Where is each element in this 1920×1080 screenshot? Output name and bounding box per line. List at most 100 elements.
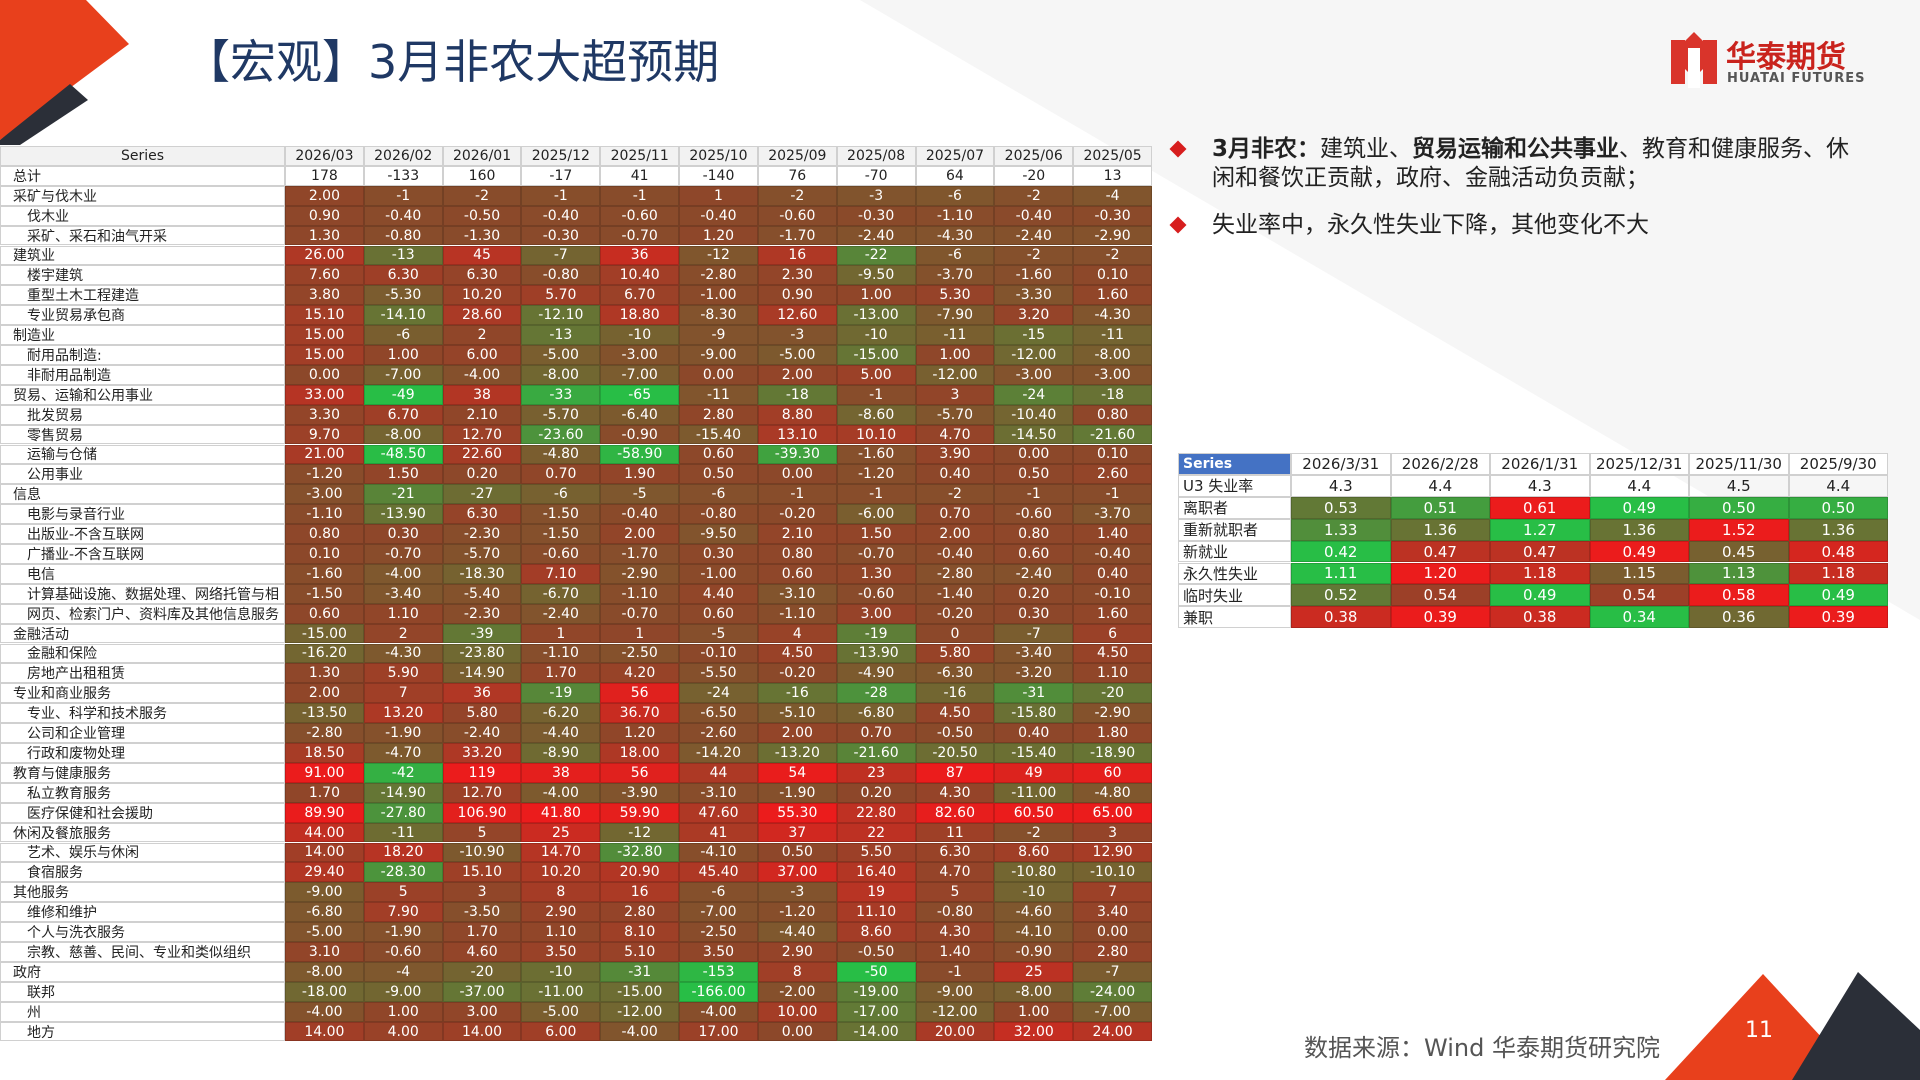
data-cell: -1.20 <box>757 902 837 923</box>
data-cell: 119 <box>442 762 522 783</box>
data-cell: 5.80 <box>442 703 522 724</box>
data-cell: 44 <box>679 762 758 783</box>
data-cell: 4.60 <box>442 942 522 962</box>
data-cell: -3.70 <box>1073 504 1152 525</box>
data-cell: 6 <box>1073 623 1152 644</box>
data-cell: -4 <box>363 961 443 982</box>
data-cell: 41.80 <box>521 802 601 823</box>
data-cell: -14.00 <box>836 1021 916 1042</box>
data-cell: -5.50 <box>679 663 758 684</box>
data-cell: -18 <box>1073 384 1152 405</box>
data-cell: -37.00 <box>442 981 522 1002</box>
row-label: 金融和保险 <box>0 643 285 664</box>
data-cell: 6.30 <box>915 842 995 863</box>
data-cell: -0.70 <box>363 544 443 564</box>
column-header: 2025/12/31 <box>1589 453 1689 475</box>
data-cell: 4.00 <box>363 1021 443 1042</box>
data-cell: -1.60 <box>994 265 1074 286</box>
data-cell: 0.00 <box>757 464 837 485</box>
column-header: 2026/1/31 <box>1490 453 1590 475</box>
data-cell: -4.10 <box>994 922 1074 942</box>
data-cell: -14.50 <box>994 424 1074 445</box>
column-header: 2026/01 <box>442 146 522 166</box>
data-cell: -48.50 <box>363 444 443 465</box>
data-cell: -6 <box>679 484 758 505</box>
data-cell: -3.00 <box>994 364 1074 385</box>
data-cell: 2.00 <box>600 524 680 544</box>
data-cell: 0.10 <box>1073 265 1152 286</box>
data-cell: 0.49 <box>1490 584 1590 607</box>
data-cell: -13 <box>363 245 443 266</box>
row-label: 专业贸易承包商 <box>0 305 285 326</box>
data-cell: 65.00 <box>1073 802 1152 823</box>
data-cell: -4.00 <box>285 1001 364 1022</box>
data-cell: -6.50 <box>679 703 758 724</box>
data-cell: 0.42 <box>1291 540 1391 563</box>
data-cell: 0.60 <box>679 444 758 465</box>
data-cell: 1 <box>521 623 601 644</box>
data-cell: -39.30 <box>757 444 837 465</box>
data-cell: -18.00 <box>285 981 364 1002</box>
data-cell: -0.90 <box>600 424 680 445</box>
data-cell: -6.20 <box>521 703 601 724</box>
data-cell: 23 <box>836 762 916 783</box>
data-cell: -2.90 <box>1073 703 1152 724</box>
row-label: 其他服务 <box>0 882 285 903</box>
data-cell: -1.50 <box>521 504 601 525</box>
data-cell: -133 <box>363 165 443 186</box>
column-header: 2026/3/31 <box>1291 453 1391 475</box>
row-label: 重型土木工程建造 <box>0 285 285 306</box>
data-cell: 0.60 <box>285 603 364 624</box>
data-cell: 2.10 <box>757 524 837 544</box>
data-cell: 13 <box>1073 165 1152 186</box>
data-cell: -50 <box>836 961 916 982</box>
data-cell: 13.20 <box>363 703 443 724</box>
row-label: 联邦 <box>0 981 285 1002</box>
data-cell: 1 <box>679 185 758 206</box>
data-cell: 49 <box>994 762 1074 783</box>
data-cell: 1.00 <box>363 345 443 365</box>
data-cell: 0.20 <box>442 464 522 485</box>
data-cell: -2.00 <box>757 981 837 1002</box>
data-cell: -8.60 <box>836 404 916 425</box>
data-cell: -1 <box>836 384 916 405</box>
data-cell: 20.90 <box>600 862 680 883</box>
data-cell: 8 <box>757 961 837 982</box>
data-cell: -12.00 <box>915 364 995 385</box>
data-cell: -3 <box>757 325 837 345</box>
data-cell: -153 <box>679 961 758 982</box>
data-cell: 0.52 <box>1291 584 1391 607</box>
data-cell: 60 <box>1073 762 1152 783</box>
data-cell: 24.00 <box>1073 1021 1152 1042</box>
data-cell: 0.50 <box>757 842 837 863</box>
row-label: 采矿与伐木业 <box>0 185 285 206</box>
data-cell: -31 <box>994 683 1074 704</box>
data-cell: -20.50 <box>915 743 995 763</box>
data-cell: 59.90 <box>600 802 680 823</box>
data-cell: 1.18 <box>1788 562 1888 585</box>
data-cell: 15.10 <box>442 862 522 883</box>
data-cell: -16 <box>915 683 995 704</box>
data-cell: -1.20 <box>836 464 916 485</box>
data-cell: -8.00 <box>521 364 601 385</box>
data-cell: 45 <box>442 245 522 266</box>
data-cell: 4.50 <box>757 643 837 664</box>
data-cell: 37.00 <box>757 862 837 883</box>
data-cell: -15.40 <box>679 424 758 445</box>
data-cell: 0.38 <box>1490 606 1590 629</box>
data-cell: -0.40 <box>994 205 1074 226</box>
data-cell: 1.00 <box>363 1001 443 1022</box>
data-cell: 33.20 <box>442 743 522 763</box>
data-cell: 10.20 <box>442 285 522 306</box>
bullet-text: 贸易运输和公共事业 <box>1412 136 1620 162</box>
data-cell: 1.70 <box>442 922 522 942</box>
data-cell: -1.60 <box>836 444 916 465</box>
data-cell: -2.40 <box>994 563 1074 584</box>
data-cell: 0.80 <box>285 524 364 544</box>
bullet: 3月非农：建筑业、贸易运输和公共事业、教育和健康服务、休闲和餐饮正贡献，政府、金… <box>1172 135 1862 193</box>
data-cell: 91.00 <box>285 762 364 783</box>
data-cell: 0.80 <box>757 544 837 564</box>
data-cell: -0.40 <box>679 205 758 226</box>
data-cell: 0.90 <box>285 205 364 226</box>
data-cell: 4.3 <box>1490 474 1590 497</box>
